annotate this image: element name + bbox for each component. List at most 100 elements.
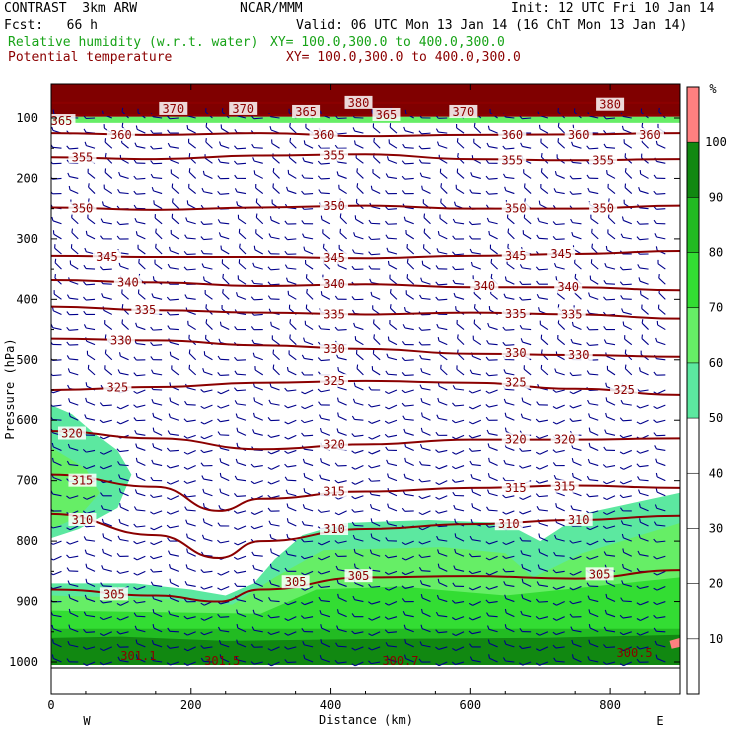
wind-barb <box>405 477 414 482</box>
wind-barb-feather <box>604 429 607 434</box>
wind-barb <box>522 553 532 557</box>
wind-barb-feather <box>401 175 406 180</box>
wind-barb-feather <box>436 535 439 540</box>
wind-barb-feather <box>387 503 390 508</box>
wind-barb-feather <box>217 405 222 409</box>
contour-label: 320 <box>505 433 527 447</box>
contour-label: 340 <box>473 279 495 293</box>
colorbar-label: 90 <box>709 190 723 204</box>
wind-barb <box>253 266 263 270</box>
wind-barb-feather <box>435 296 439 301</box>
wind-barb <box>623 567 632 572</box>
wind-barb <box>606 432 616 436</box>
wind-barb <box>656 404 666 410</box>
contour-label: 365 <box>51 114 73 128</box>
wind-barb-feather <box>335 642 339 647</box>
wind-barb-feather <box>552 462 557 466</box>
wind-barb <box>656 193 666 195</box>
theta-contour-320 <box>51 430 680 451</box>
wind-barb <box>489 657 498 663</box>
wind-barb <box>639 585 649 590</box>
wind-barb <box>405 446 414 451</box>
wind-barb <box>52 327 62 331</box>
wind-barb-feather <box>183 480 188 484</box>
wind-barb <box>488 193 498 195</box>
wind-barb <box>373 337 381 346</box>
wind-barb-feather <box>52 457 54 462</box>
wind-barb-feather <box>418 495 423 500</box>
wind-barb <box>322 232 331 240</box>
wind-barb <box>438 539 448 542</box>
wind-barb-feather <box>368 219 372 224</box>
wind-barb <box>220 657 230 663</box>
wind-barb-feather <box>451 600 456 604</box>
wind-barb <box>557 126 566 134</box>
wind-barb <box>658 292 666 300</box>
wind-barb-feather <box>334 479 339 484</box>
wind-barb-feather <box>66 326 70 331</box>
wind-barb <box>371 295 381 300</box>
wind-barb-feather <box>67 384 70 389</box>
wind-barb-feather <box>655 654 658 659</box>
wind-barb <box>656 555 666 560</box>
forecast-hour: Fcst: 66 h <box>4 18 98 33</box>
wind-barb <box>354 631 364 635</box>
wind-barb-feather <box>167 627 171 632</box>
wind-barb-feather <box>435 663 440 667</box>
wind-barb-feather <box>587 595 591 600</box>
wind-barb-feather <box>267 434 272 438</box>
wind-barb <box>488 433 498 436</box>
wind-barb <box>87 172 96 179</box>
wind-barb <box>121 293 129 300</box>
wind-barb-feather <box>418 461 422 466</box>
wind-barb <box>254 416 263 421</box>
wind-barb <box>555 555 565 557</box>
wind-barb <box>555 266 565 270</box>
wind-barb-feather <box>605 593 608 598</box>
wind-barb-feather <box>66 145 70 150</box>
wind-barb <box>606 582 616 587</box>
wind-barb <box>606 266 616 270</box>
wind-barb <box>153 446 163 451</box>
wind-barb <box>557 293 566 300</box>
wind-barb-feather <box>569 175 573 180</box>
wind-barb <box>304 249 314 255</box>
wind-barb <box>606 416 616 421</box>
wind-barb-feather <box>67 580 71 585</box>
wind-barb-feather <box>68 398 71 403</box>
wind-barb-feather <box>267 648 272 652</box>
wind-barb-feather <box>133 404 137 408</box>
wind-barb-feather <box>418 541 423 545</box>
wind-barb <box>86 582 96 587</box>
wind-barb-feather <box>487 489 490 494</box>
wind-barb-feather <box>151 186 155 192</box>
wind-barb-feather <box>423 228 426 233</box>
wind-barb-feather <box>535 466 540 470</box>
wind-barb <box>438 144 448 149</box>
wind-barb-feather <box>301 190 305 195</box>
wind-barb <box>154 217 163 225</box>
wind-barb <box>623 537 632 542</box>
wind-barb-feather <box>284 264 288 269</box>
field2-xy: XY= 100.0,300.0 to 400.0,300.0 <box>286 50 521 65</box>
wind-barb-feather <box>217 175 221 180</box>
wind-barb <box>136 525 146 528</box>
wind-barb <box>270 283 280 286</box>
wind-barb <box>320 477 330 482</box>
wind-barb <box>555 389 565 393</box>
wind-barb-feather <box>602 481 607 485</box>
wind-barb-feather <box>284 387 288 392</box>
wind-barb-feather <box>82 448 87 453</box>
wind-barb <box>438 283 448 286</box>
wind-barb <box>88 186 96 194</box>
wind-barb-feather <box>403 216 406 221</box>
wind-barb <box>489 642 498 648</box>
wind-barb <box>622 419 632 422</box>
wind-barb <box>186 115 196 119</box>
wind-barb <box>153 555 163 560</box>
wind-barb-feather <box>436 594 440 600</box>
wind-barb <box>270 523 280 527</box>
wind-barb-feather <box>150 542 155 546</box>
wind-barb <box>287 661 297 664</box>
wind-barb <box>490 248 498 255</box>
